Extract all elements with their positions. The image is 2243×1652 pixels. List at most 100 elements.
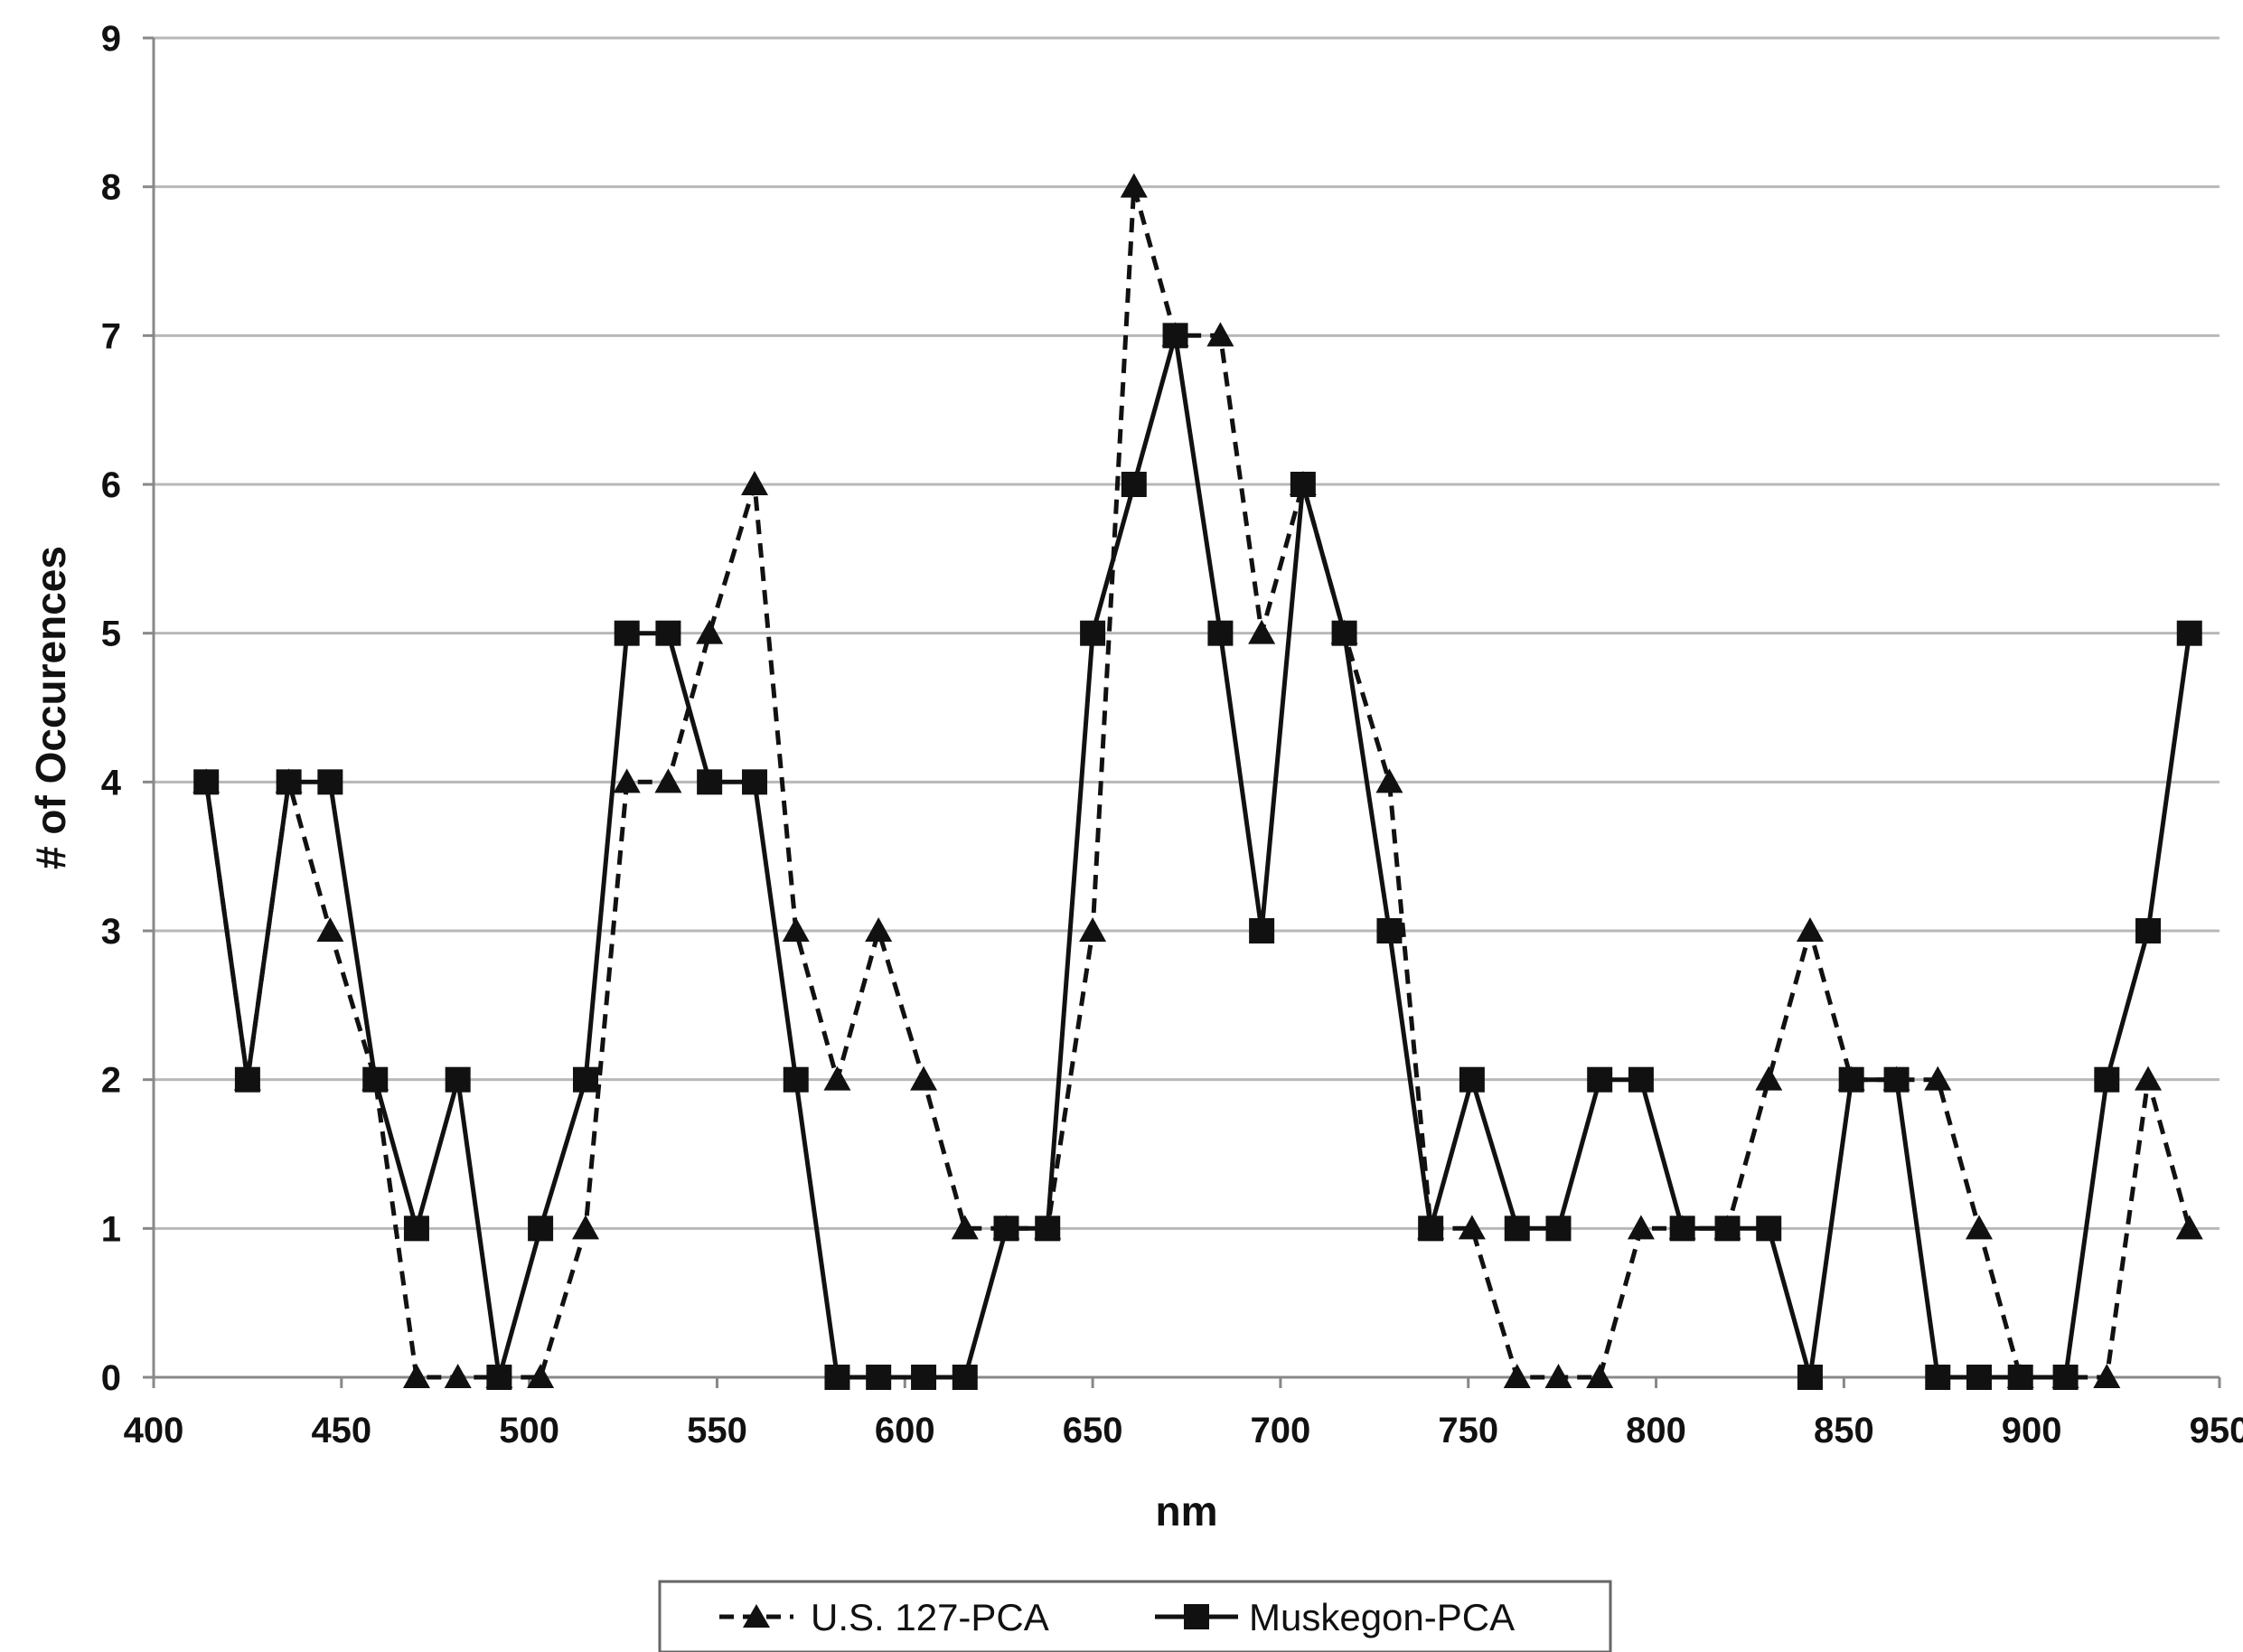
x-tick-label: 700 — [1251, 1411, 1311, 1450]
x-tick-labels: 400 450 500 550 600 650 700 750 800 850 900 950 — [124, 1411, 2243, 1450]
y-tick-label: 0 — [101, 1358, 121, 1398]
data-point — [1504, 1216, 1530, 1242]
data-point — [741, 471, 769, 495]
data-point — [1249, 918, 1275, 943]
legend-box — [658, 1580, 1612, 1652]
data-point — [1628, 1066, 1654, 1093]
legend-label-muskegon: Muskegon-PCA — [1249, 1596, 1515, 1638]
data-point — [444, 1364, 472, 1388]
legend-entry-us127: U.S. 127-PCA — [719, 1596, 1049, 1638]
data-point — [1755, 1065, 1783, 1091]
data-point — [2052, 1365, 2079, 1390]
data-point — [1965, 1215, 1993, 1240]
x-tick-label: 900 — [2002, 1411, 2062, 1450]
data-point — [2093, 1364, 2121, 1388]
data-point — [824, 1365, 850, 1390]
data-point — [316, 917, 344, 942]
data-point — [234, 1066, 260, 1093]
data-point — [655, 620, 681, 646]
x-tick-label: 450 — [311, 1411, 371, 1450]
data-point — [2094, 1066, 2120, 1093]
y-tick-labels: 0 1 2 3 4 5 6 7 8 9 — [101, 19, 122, 1398]
data-point — [402, 1364, 430, 1388]
data-point — [696, 619, 724, 644]
data-point — [1331, 620, 1357, 646]
data-point — [1797, 1365, 1823, 1390]
data-point — [2007, 1365, 2033, 1390]
data-point — [782, 917, 810, 942]
data-point — [1924, 1065, 1952, 1091]
data-point — [445, 1066, 471, 1093]
data-point — [1376, 918, 1403, 943]
data-point — [993, 1216, 1019, 1242]
data-point — [2175, 1215, 2203, 1240]
data-point — [1121, 472, 1147, 497]
legend: U.S. 127-PCA Muskegon-PCA — [658, 1580, 1612, 1652]
data-point — [1375, 768, 1403, 793]
series — [192, 173, 2203, 1390]
data-point — [276, 769, 302, 795]
x-tick-label: 650 — [1063, 1411, 1123, 1450]
data-point — [1883, 1066, 1910, 1093]
legend-triangle-marker — [743, 1604, 770, 1628]
data-point — [910, 1065, 938, 1091]
x-tick-label: 550 — [687, 1411, 747, 1450]
data-point — [1756, 1216, 1782, 1242]
data-point — [742, 769, 768, 795]
data-point — [783, 1066, 809, 1093]
data-point — [1206, 322, 1234, 347]
data-point — [527, 1364, 555, 1388]
x-tick-label: 850 — [1814, 1411, 1874, 1450]
data-point — [1120, 173, 1148, 198]
y-tick-label: 8 — [101, 168, 121, 208]
legend-entry-muskegon: Muskegon-PCA — [1155, 1596, 1515, 1638]
x-tick-label: 950 — [2190, 1411, 2243, 1450]
data-point — [1503, 1364, 1531, 1388]
data-point — [1796, 917, 1824, 942]
data-point — [1418, 1216, 1444, 1242]
data-point — [613, 768, 641, 793]
data-point — [1669, 1216, 1695, 1242]
data-point — [865, 917, 893, 942]
data-point — [1248, 619, 1276, 644]
y-tick-label: 6 — [101, 465, 121, 505]
data-point — [614, 620, 640, 646]
data-point — [2176, 620, 2202, 646]
data-point — [1080, 620, 1106, 646]
x-tick-label: 600 — [875, 1411, 935, 1450]
data-point — [1207, 620, 1234, 646]
data-point — [951, 1215, 979, 1240]
y-axis-title: # of Occurences — [27, 546, 74, 869]
y-tick-label: 2 — [101, 1061, 121, 1101]
x-tick-label: 400 — [124, 1411, 184, 1450]
data-point — [1035, 1216, 1061, 1242]
data-point — [1587, 1066, 1613, 1093]
y-tick-label: 7 — [101, 316, 121, 356]
data-point — [193, 769, 220, 795]
data-point — [1838, 1066, 1864, 1093]
data-point — [528, 1216, 554, 1242]
data-point — [317, 769, 343, 795]
y-tick-label: 4 — [101, 763, 122, 803]
data-point — [1545, 1216, 1572, 1242]
data-point — [1925, 1365, 1951, 1390]
data-point — [403, 1216, 429, 1242]
legend-square-marker — [1184, 1604, 1209, 1629]
data-point — [1459, 1066, 1485, 1093]
x-tick-label: 500 — [499, 1411, 559, 1450]
x-tick-label: 800 — [1626, 1411, 1686, 1450]
y-tick-label: 5 — [101, 615, 121, 654]
data-point — [1714, 1216, 1741, 1242]
y-tick-label: 3 — [101, 912, 121, 952]
x-tick-label: 750 — [1438, 1411, 1498, 1450]
data-point — [1162, 323, 1188, 349]
data-point — [1079, 917, 1107, 942]
y-tick-label: 9 — [101, 19, 121, 59]
series-1 — [193, 323, 2202, 1390]
data-point — [1458, 1215, 1486, 1240]
data-point — [823, 1065, 851, 1091]
data-point — [2135, 918, 2162, 943]
y-tick-label: 1 — [101, 1209, 121, 1249]
